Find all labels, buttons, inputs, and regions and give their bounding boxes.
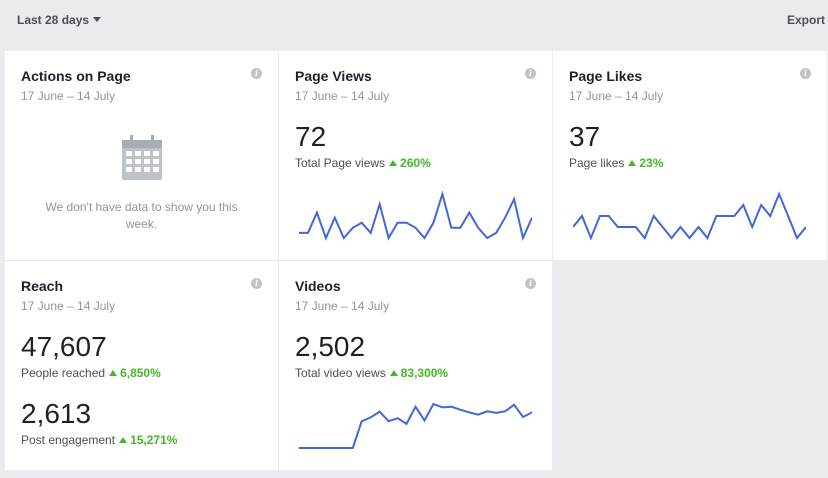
info-icon[interactable]: i xyxy=(800,68,811,79)
export-button[interactable]: Export xyxy=(786,13,825,27)
metric-value: 2,502 xyxy=(295,331,366,362)
card-date: 17 June – 14 July xyxy=(295,299,390,313)
metric-value: 47,607 xyxy=(21,331,107,362)
info-icon[interactable]: i xyxy=(251,68,262,79)
metric-label-text: Total video views xyxy=(295,366,386,380)
metric-label-2: Post engagement 15,271% xyxy=(21,433,177,447)
card-page-views[interactable]: Page Views 17 June – 14 July i 72 Total … xyxy=(279,51,552,260)
metric-label: Total video views 83,300% xyxy=(295,366,448,380)
videos-sparkline xyxy=(299,402,532,449)
card-title: Reach xyxy=(21,278,64,294)
no-data-message: We don't have data to show you this week… xyxy=(45,200,238,231)
card-page-likes[interactable]: Page Likes 17 June – 14 July i 37 Page l… xyxy=(553,51,827,260)
metric-label-text: People reached xyxy=(21,366,106,380)
info-icon[interactable]: i xyxy=(525,278,536,289)
metric-label-text: Post engagement xyxy=(21,433,116,447)
card-date: 17 June – 14 July xyxy=(21,299,116,313)
metric-label: Total Page views 260% xyxy=(295,156,431,170)
caret-down-icon xyxy=(93,17,102,22)
card-date: 17 June – 14 July xyxy=(21,89,116,103)
metric-label-text: Total Page views xyxy=(295,156,386,170)
card-videos[interactable]: Videos 17 June – 14 July i 2,502 Total v… xyxy=(279,261,552,470)
metric-label-text: Page likes xyxy=(569,156,625,170)
metric-label: Page likes 23% xyxy=(569,156,663,170)
page-likes-sparkline xyxy=(573,191,806,241)
card-date: 17 June – 14 July xyxy=(295,89,390,103)
metric-value-2: 2,613 xyxy=(21,398,92,429)
calendar-icon xyxy=(122,135,162,180)
page-views-sparkline xyxy=(299,191,532,241)
change-badge: 6,850% xyxy=(109,366,161,380)
change-badge: 23% xyxy=(628,156,663,170)
toolbar: Last 28 days Export xyxy=(0,0,828,42)
card-date: 17 June – 14 July xyxy=(569,89,664,103)
card-title: Page Views xyxy=(295,68,372,84)
info-icon[interactable]: i xyxy=(525,68,536,79)
date-range-label: Last 28 days xyxy=(17,13,90,27)
card-actions-on-page[interactable]: Actions on Page 17 June – 14 July i We d… xyxy=(5,51,278,260)
card-title: Page Likes xyxy=(569,68,643,84)
card-reach[interactable]: Reach 17 June – 14 July i 47,607 People … xyxy=(5,261,278,470)
metric-value: 37 xyxy=(569,121,601,152)
change-badge: 83,300% xyxy=(390,366,448,380)
change-badge: 15,271% xyxy=(119,433,177,447)
date-range-dropdown[interactable]: Last 28 days xyxy=(17,13,102,27)
series-line xyxy=(299,191,532,241)
series-line xyxy=(299,402,532,449)
info-icon[interactable]: i xyxy=(251,278,262,289)
metric-label: People reached 6,850% xyxy=(21,366,161,380)
metric-value: 72 xyxy=(295,121,327,152)
card-title: Actions on Page xyxy=(21,68,131,84)
card-title: Videos xyxy=(295,278,341,294)
series-line xyxy=(573,191,806,241)
change-badge: 260% xyxy=(389,156,431,170)
